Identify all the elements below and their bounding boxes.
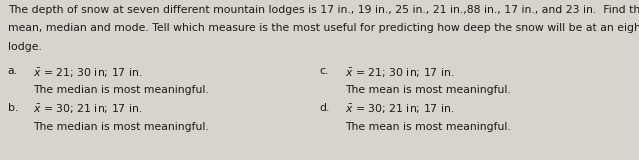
Text: a.: a. xyxy=(8,66,18,76)
Text: $\bar{x}$ = 30; 21 in; 17 in.: $\bar{x}$ = 30; 21 in; 17 in. xyxy=(33,103,142,116)
Text: mean, median and mode. Tell which measure is the most useful for predicting how : mean, median and mode. Tell which measur… xyxy=(8,23,639,33)
Text: c.: c. xyxy=(320,66,329,76)
Text: $\bar{x}$ = 21; 30 in; 17 in.: $\bar{x}$ = 21; 30 in; 17 in. xyxy=(33,66,142,80)
Text: The depth of snow at seven different mountain lodges is 17 in., 19 in., 25 in., : The depth of snow at seven different mou… xyxy=(8,5,639,15)
Text: lodge.: lodge. xyxy=(8,42,42,52)
Text: b.: b. xyxy=(8,103,18,113)
Text: $\bar{x}$ = 30; 21 in; 17 in.: $\bar{x}$ = 30; 21 in; 17 in. xyxy=(345,103,454,116)
Text: The median is most meaningful.: The median is most meaningful. xyxy=(33,85,209,95)
Text: The mean is most meaningful.: The mean is most meaningful. xyxy=(345,122,511,132)
Text: The mean is most meaningful.: The mean is most meaningful. xyxy=(345,85,511,95)
Text: The median is most meaningful.: The median is most meaningful. xyxy=(33,122,209,132)
Text: d.: d. xyxy=(320,103,330,113)
Text: $\bar{x}$ = 21; 30 in; 17 in.: $\bar{x}$ = 21; 30 in; 17 in. xyxy=(345,66,454,80)
